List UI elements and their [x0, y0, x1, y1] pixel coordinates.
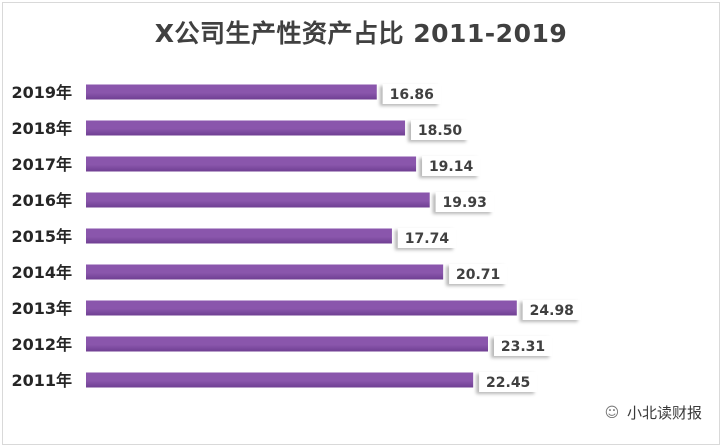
data-label-box — [435, 192, 494, 212]
watermark-text: 小北读财报 — [626, 404, 702, 422]
data-label: 19.93 — [443, 195, 487, 211]
data-label: 22.45 — [486, 375, 530, 391]
data-label-box — [411, 120, 470, 140]
data-label-box — [422, 156, 481, 176]
data-label: 16.86 — [390, 87, 434, 103]
bar — [86, 120, 406, 136]
category-label: 2013年 — [11, 299, 72, 318]
bar — [86, 156, 417, 172]
data-label-box — [494, 336, 553, 356]
category-label: 2018年 — [11, 119, 72, 138]
category-label: 2011年 — [11, 371, 72, 390]
watermark: ☺ 小北读财报 — [601, 402, 702, 423]
wechat-icon: ☺ — [604, 404, 620, 421]
data-label: 23.31 — [501, 339, 545, 355]
bar — [86, 264, 444, 280]
bar — [86, 372, 474, 388]
bar — [86, 300, 517, 316]
category-label: 2019年 — [11, 83, 72, 102]
data-label: 20.71 — [456, 267, 500, 283]
data-label-box — [382, 84, 441, 104]
data-label-box — [522, 300, 581, 320]
bar — [86, 228, 392, 244]
data-label: 24.98 — [530, 303, 574, 319]
category-label: 2014年 — [11, 263, 72, 282]
data-label: 17.74 — [405, 231, 450, 247]
category-label: 2012年 — [11, 335, 72, 354]
bar — [86, 336, 489, 352]
data-label-box — [397, 228, 456, 248]
data-label: 19.14 — [429, 159, 474, 175]
category-label: 2016年 — [11, 191, 72, 210]
bar — [86, 192, 430, 208]
chart-title: X公司生产性资产占比 2011-2019 — [154, 19, 568, 48]
data-label-box — [479, 372, 538, 392]
data-label-box — [449, 264, 508, 284]
category-label: 2015年 — [11, 227, 72, 246]
category-label: 2017年 — [11, 155, 72, 174]
bar — [86, 84, 377, 100]
data-label: 18.50 — [418, 123, 463, 139]
